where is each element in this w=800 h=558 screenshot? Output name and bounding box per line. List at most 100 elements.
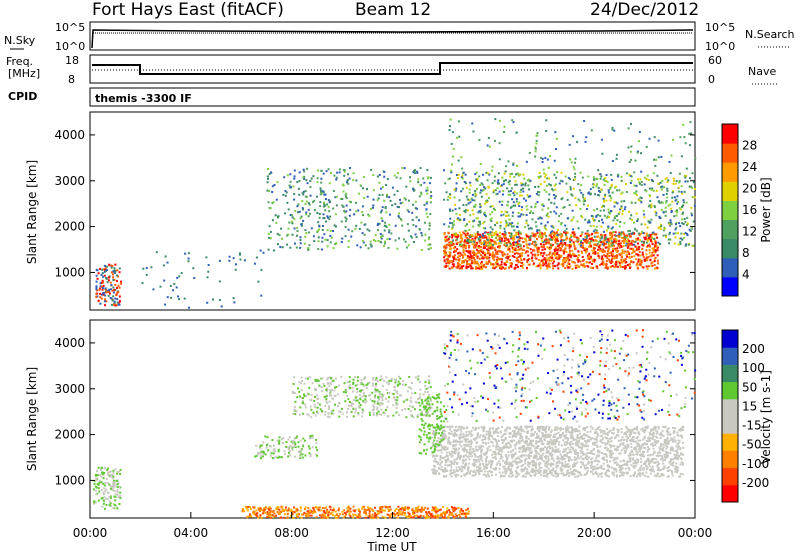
echo-cell — [650, 473, 652, 475]
echo-cell — [492, 228, 494, 230]
echo-cell — [654, 264, 656, 266]
echo-cell — [589, 465, 591, 467]
echo-cell — [483, 227, 485, 229]
echo-cell — [486, 258, 488, 260]
echo-cell — [317, 230, 319, 232]
echo-cell — [509, 427, 511, 429]
echo-cell — [625, 468, 627, 470]
echo-cell — [567, 232, 569, 234]
echo-cell — [658, 140, 660, 142]
echo-cell — [447, 178, 449, 180]
echo-cell — [624, 208, 626, 210]
echo-cell — [467, 257, 469, 259]
echo-cell — [476, 262, 478, 264]
echo-cell — [518, 240, 520, 242]
echo-cell — [478, 175, 480, 177]
echo-cell — [466, 196, 468, 198]
echo-cell — [538, 250, 540, 252]
echo-cell — [491, 474, 493, 476]
echo-cell — [566, 455, 568, 457]
echo-cell — [412, 219, 414, 221]
echo-cell — [649, 194, 651, 196]
echo-cell — [679, 225, 681, 227]
echo-cell — [544, 176, 546, 178]
echo-cell — [526, 246, 528, 248]
echo-cell — [590, 426, 592, 428]
echo-cell — [499, 201, 501, 203]
echo-cell — [556, 239, 558, 241]
echo-cell — [460, 241, 462, 243]
echo-cell — [176, 286, 178, 288]
echo-cell — [550, 439, 552, 441]
echo-cell — [450, 242, 452, 244]
echo-cell — [475, 448, 477, 450]
echo-cell — [529, 180, 531, 182]
echo-cell — [519, 255, 521, 257]
echo-cell — [612, 192, 614, 194]
echo-cell — [443, 169, 445, 171]
echo-cell — [556, 252, 558, 254]
echo-cell — [490, 231, 492, 233]
echo-cell — [528, 438, 530, 440]
echo-cell — [499, 225, 501, 227]
echo-cell — [468, 251, 470, 253]
echo-cell — [270, 207, 272, 209]
echo-cell — [510, 243, 512, 245]
echo-cell — [478, 427, 480, 429]
echo-cell — [507, 463, 509, 465]
echo-cell — [562, 263, 564, 265]
echo-cell — [413, 241, 415, 243]
echo-cell — [474, 459, 476, 461]
echo-cell — [587, 176, 589, 178]
echo-cell — [500, 458, 502, 460]
echo-cell — [235, 263, 237, 265]
echo-cell — [511, 263, 513, 265]
echo-cell — [637, 237, 639, 239]
echo-cell — [380, 211, 382, 213]
echo-cell — [470, 443, 472, 445]
echo-cell — [484, 232, 486, 234]
echo-cell — [481, 257, 483, 259]
echo-cell — [398, 212, 400, 214]
echo-cell — [108, 264, 110, 266]
echo-cell — [522, 267, 524, 269]
echo-cell — [569, 158, 571, 160]
echo-cell — [640, 472, 642, 474]
echo-cell — [306, 201, 308, 203]
echo-cell — [543, 205, 545, 207]
echo-cell — [537, 201, 539, 203]
echo-cell — [459, 243, 461, 245]
echo-cell — [615, 235, 617, 237]
echo-cell — [693, 181, 695, 183]
echo-cell — [663, 466, 665, 468]
echo-cell — [625, 426, 627, 428]
echo-cell — [504, 470, 506, 472]
echo-cell — [634, 467, 636, 469]
echo-cell — [648, 221, 650, 223]
echo-cell — [480, 445, 482, 447]
echo-cell — [451, 260, 453, 262]
echo-cell — [299, 171, 301, 173]
echo-cell — [491, 211, 493, 213]
echo-cell — [523, 455, 525, 457]
echo-cell — [465, 444, 467, 446]
echo-cell — [421, 249, 423, 251]
echo-cell — [558, 215, 560, 217]
echo-cell — [679, 136, 681, 138]
echo-cell — [219, 280, 221, 282]
echo-cell — [165, 255, 167, 257]
echo-cell — [640, 254, 642, 256]
echo-cell — [660, 182, 662, 184]
echo-cell — [529, 152, 531, 154]
echo-cell — [665, 451, 667, 453]
echo-cell — [484, 212, 486, 214]
echo-cell — [479, 258, 481, 260]
echo-cell — [564, 454, 566, 456]
echo-cell — [267, 175, 269, 177]
echo-cell — [672, 191, 674, 193]
echo-cell — [451, 234, 453, 236]
echo-cell — [678, 191, 680, 193]
echo-cell — [494, 451, 496, 453]
echo-cell — [609, 199, 611, 201]
